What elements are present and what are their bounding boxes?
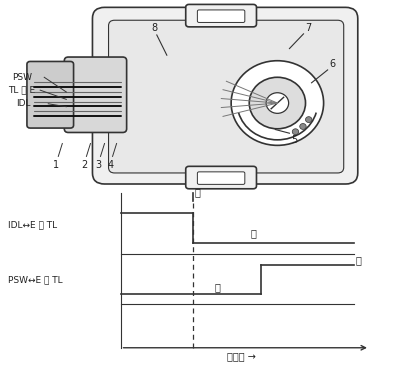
FancyBboxPatch shape xyxy=(92,7,357,184)
FancyBboxPatch shape xyxy=(64,57,126,132)
Text: 6: 6 xyxy=(329,59,335,69)
Text: 1: 1 xyxy=(53,160,59,170)
Circle shape xyxy=(292,129,298,135)
FancyBboxPatch shape xyxy=(108,20,343,173)
Text: 2: 2 xyxy=(81,160,87,170)
FancyBboxPatch shape xyxy=(27,61,73,128)
Text: 5: 5 xyxy=(290,135,297,145)
Circle shape xyxy=(249,77,305,129)
Text: 断: 断 xyxy=(250,228,255,238)
FancyBboxPatch shape xyxy=(197,10,244,22)
Text: 7: 7 xyxy=(305,23,311,33)
FancyBboxPatch shape xyxy=(185,4,256,27)
Circle shape xyxy=(299,124,306,130)
Text: PSW: PSW xyxy=(12,73,32,82)
Text: IDL: IDL xyxy=(16,99,30,108)
FancyBboxPatch shape xyxy=(185,166,256,189)
Text: PSW↔E 或 TL: PSW↔E 或 TL xyxy=(8,275,63,284)
Circle shape xyxy=(305,117,311,123)
Text: IDL↔E 或 TL: IDL↔E 或 TL xyxy=(8,220,57,229)
FancyBboxPatch shape xyxy=(197,172,244,184)
Circle shape xyxy=(265,93,288,113)
Circle shape xyxy=(231,61,323,145)
Text: 节气门 →: 节气门 → xyxy=(227,351,255,361)
Text: 4: 4 xyxy=(107,160,113,170)
Text: 通: 通 xyxy=(355,255,361,265)
Text: 通: 通 xyxy=(194,188,200,198)
Text: 断: 断 xyxy=(214,282,219,292)
Text: 3: 3 xyxy=(95,160,101,170)
Text: 8: 8 xyxy=(151,23,158,33)
Text: TL 或 E: TL 或 E xyxy=(8,86,35,95)
